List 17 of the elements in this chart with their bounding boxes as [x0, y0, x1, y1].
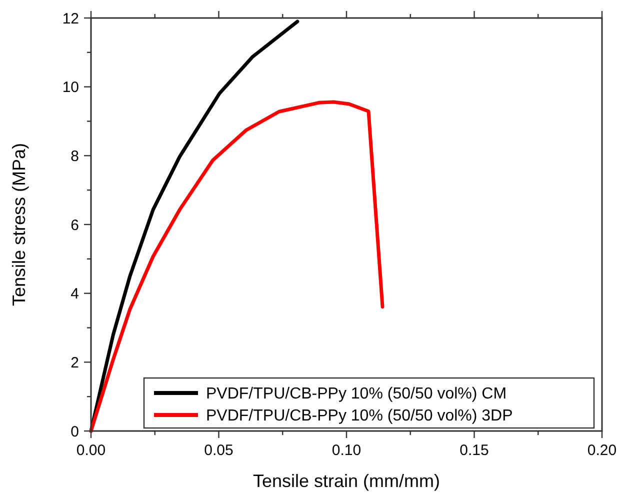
x-tick-label: 0.15 — [460, 442, 489, 459]
x-tick-label: 0.00 — [76, 442, 106, 459]
y-tick-label: 6 — [70, 216, 79, 234]
y-tick-label: 10 — [62, 79, 79, 96]
x-tick-label: 0.10 — [332, 442, 362, 459]
y-tick-label: 8 — [70, 148, 79, 165]
y-axis-title: Tensile stress (MPa) — [9, 142, 29, 306]
y-tick-label: 0 — [70, 423, 79, 440]
x-tick-label: 0.05 — [204, 442, 234, 459]
y-tick-label: 2 — [70, 354, 79, 372]
legend-label: PVDF/TPU/CB-PPy 10% (50/50 vol%) CM — [206, 386, 507, 403]
y-tick-label: 4 — [70, 286, 79, 303]
legend-label: PVDF/TPU/CB-PPy 10% (50/50 vol%) 3DP — [206, 408, 513, 425]
line-series — [89, 100, 384, 433]
y-tick-label: 12 — [62, 10, 79, 28]
x-tick-label: 0.20 — [587, 442, 617, 459]
x-axis-title: Tensile strain (mm/mm) — [252, 471, 440, 491]
